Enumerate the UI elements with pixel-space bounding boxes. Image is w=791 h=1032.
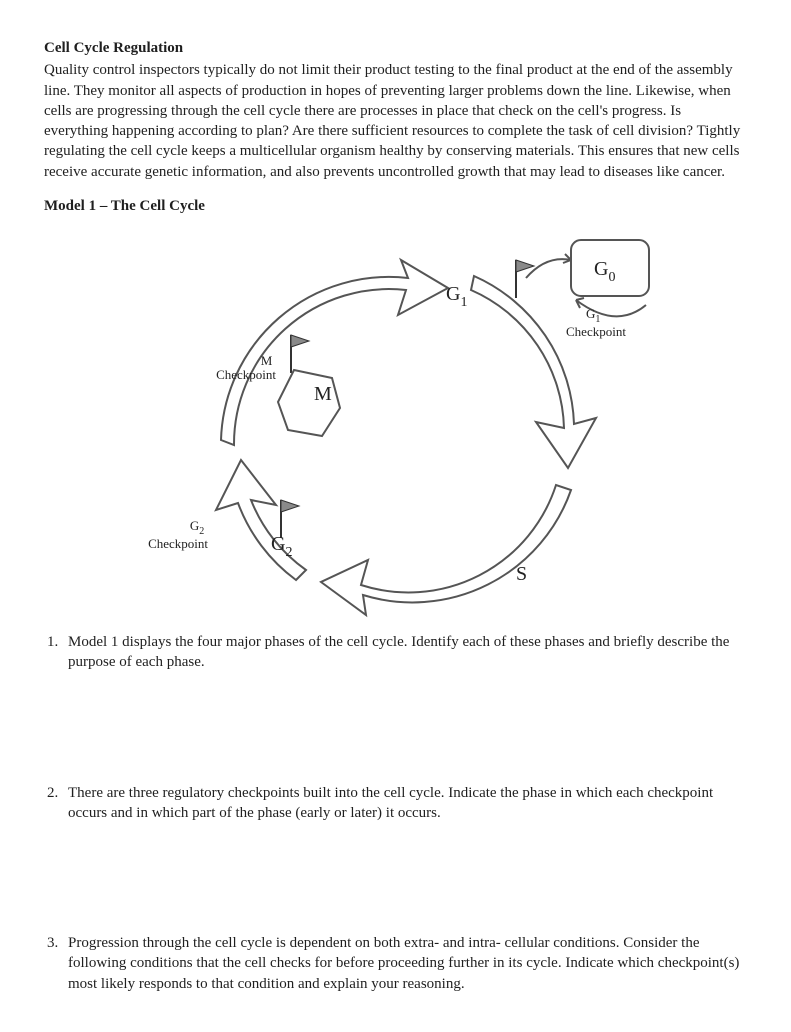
s-label: S xyxy=(516,563,527,585)
cell-cycle-diagram: G1 S G2 M G0 G1 Checkpoint G2 Checkpoint… xyxy=(44,220,747,620)
model-title: Model 1 – The Cell Cycle xyxy=(44,196,747,216)
question-list: Model 1 displays the four major phases o… xyxy=(62,632,747,994)
g2-checkpoint-label: G2 Checkpoint xyxy=(148,518,208,551)
g0-box xyxy=(571,240,649,296)
g1-label: G1 xyxy=(446,283,467,310)
question-3: Progression through the cell cycle is de… xyxy=(62,933,747,994)
question-2: There are three regulatory checkpoints b… xyxy=(62,783,747,824)
g1-arc xyxy=(471,276,596,468)
cell-cycle-svg: G1 S G2 M G0 G1 Checkpoint G2 Checkpoint… xyxy=(116,220,676,620)
s-arc xyxy=(321,485,571,615)
m-label: M xyxy=(314,383,332,405)
page-heading: Cell Cycle Regulation xyxy=(44,38,747,58)
intro-paragraph: Quality control inspectors typically do … xyxy=(44,60,747,182)
g1-checkpoint-flag-icon xyxy=(516,260,534,298)
question-1: Model 1 displays the four major phases o… xyxy=(62,632,747,673)
g2-arc xyxy=(216,460,306,580)
m-checkpoint-flag-icon xyxy=(291,335,309,373)
